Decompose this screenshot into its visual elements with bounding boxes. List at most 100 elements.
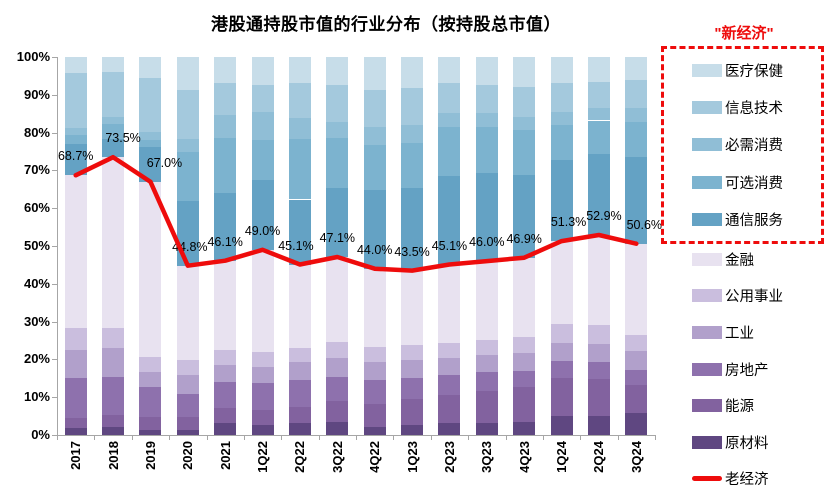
bar-segment-房地产-1Q23: [401, 378, 424, 400]
x-tick-mark: [655, 436, 656, 440]
line-data-label: 47.1%: [319, 230, 356, 245]
bar-segment-金融-2Q22: [288, 264, 311, 349]
bar-segment-通信服务-2021: [214, 193, 237, 261]
bar-segment-房地产-2017: [64, 378, 87, 419]
legend-color-swatch: [692, 101, 722, 115]
bar-segment-必需消费-3Q24: [625, 108, 648, 122]
legend-label: 工业: [725, 325, 754, 342]
bar-segment-公用事业-2020: [176, 360, 199, 376]
x-tick-mark: [393, 436, 395, 440]
x-tick-label: 2Q22: [292, 441, 308, 473]
bar-segment-通信服务-1Q22: [251, 179, 274, 250]
bar-segment-信息技术-1Q22: [251, 84, 274, 112]
bar-segment-金融-1Q22: [251, 249, 274, 352]
x-tick-mark: [468, 436, 470, 440]
bar-segment-必需消费-4Q22: [363, 126, 386, 146]
bar-segment-工业-1Q22: [251, 366, 274, 384]
legend-color-swatch: [692, 362, 722, 376]
bar-segment-医疗保健-3Q23: [475, 57, 498, 85]
bar-segment-公用事业-2Q22: [288, 348, 311, 362]
bar-segment-工业-2018: [102, 348, 125, 377]
bar-segment-能源-1Q24: [550, 378, 573, 417]
x-tick-mark: [318, 436, 320, 440]
bar-segment-原材料-2020: [176, 430, 199, 435]
x-tick-mark: [94, 436, 96, 440]
bar-segment-医疗保健-2Q22: [288, 57, 311, 84]
bar-segment-房地产-1Q22: [251, 383, 274, 411]
x-tick-mark: [243, 436, 245, 440]
bar-segment-房地产-3Q22: [326, 376, 349, 402]
y-tick-mark: [52, 170, 57, 172]
bar-segment-房地产-2Q24: [587, 362, 610, 379]
bar-segment-公用事业-2021: [214, 349, 237, 366]
bar-segment-通信服务-4Q22: [363, 190, 386, 269]
bar-segment-能源-1Q22: [251, 410, 274, 426]
bar-segment-医疗保健-3Q24: [625, 57, 648, 81]
bar-segment-能源-2019: [139, 416, 162, 431]
new-economy-caption: "新经济": [714, 25, 774, 42]
bar-segment-房地产-3Q24: [625, 369, 648, 385]
x-tick-label: 3Q23: [479, 441, 495, 473]
bar-segment-信息技术-4Q23: [513, 86, 536, 117]
bar-segment-公用事业-2018: [102, 328, 125, 349]
legend-item-房地产: 房地产: [661, 351, 824, 388]
y-tick-label: 90%: [23, 86, 50, 102]
bar-segment-信息技术-3Q22: [326, 84, 349, 122]
bar-segment-可选消费-2Q22: [288, 139, 311, 200]
line-data-label: 73.5%: [105, 131, 141, 146]
legend-label: 金融: [725, 252, 754, 269]
bar-segment-必需消费-2Q22: [288, 118, 311, 140]
line-data-label: 45.1%: [278, 238, 314, 253]
bar-segment-必需消费-1Q23: [401, 125, 424, 144]
legend-item-信息技术: 信息技术: [661, 89, 824, 126]
bar-segment-医疗保健-2Q23: [438, 57, 461, 84]
bar-segment-工业-4Q23: [513, 353, 536, 371]
bar-segment-公用事业-1Q24: [550, 324, 573, 344]
bar-segment-公用事业-3Q23: [475, 340, 498, 356]
bar-segment-能源-2Q23: [438, 394, 461, 424]
bar-segment-通信服务-3Q22: [326, 188, 349, 257]
bar-segment-工业-2020: [176, 375, 199, 394]
bar-segment-医疗保健-3Q22: [326, 57, 349, 85]
bar-segment-可选消费-4Q23: [513, 129, 536, 175]
bar-segment-房地产-2021: [214, 381, 237, 409]
bar-segment-金融-2017: [64, 175, 87, 329]
y-tick-label: 10%: [23, 389, 50, 405]
bar-segment-能源-2018: [102, 414, 125, 427]
legend-color-swatch: [692, 175, 722, 189]
y-tick-mark: [52, 397, 57, 399]
bar-segment-工业-2017: [64, 349, 87, 379]
bar-segment-必需消费-2020: [176, 139, 199, 153]
bar-segment-必需消费-3Q23: [475, 113, 498, 127]
bar-segment-信息技术-2Q24: [587, 81, 610, 108]
bar-segment-可选消费-3Q24: [625, 121, 648, 157]
legend-label: 原材料: [725, 435, 769, 452]
bar-segment-信息技术-2Q22: [288, 83, 311, 119]
bar-segment-工业-3Q23: [475, 355, 498, 372]
legend-label: 可选消费: [725, 175, 783, 192]
legend-label: 公用事业: [725, 289, 783, 306]
legend-item-能源: 能源: [661, 387, 824, 424]
bar-segment-原材料-2Q24: [587, 416, 610, 435]
bar-segment-医疗保健-2Q24: [587, 57, 610, 82]
bar-segment-必需消费-4Q23: [513, 116, 536, 130]
x-tick-label: 4Q22: [367, 441, 383, 473]
bar-segment-工业-3Q24: [625, 351, 648, 370]
bar-segment-信息技术-2020: [176, 89, 199, 139]
line-data-label: 67.0%: [146, 155, 183, 170]
bar-segment-信息技术-2017: [64, 73, 87, 129]
bar-segment-信息技术-2Q23: [438, 83, 461, 113]
bar-segment-信息技术-1Q24: [550, 83, 573, 112]
bar-segment-能源-2021: [214, 408, 237, 424]
y-tick-mark: [52, 208, 57, 210]
line-data-label: 50.6%: [626, 217, 663, 232]
bar-segment-公用事业-4Q22: [363, 346, 386, 362]
new-economy-legend-box: [661, 46, 824, 244]
y-tick-mark: [52, 435, 57, 436]
bar-segment-原材料-3Q24: [625, 413, 648, 435]
bar-segment-工业-3Q22: [326, 358, 349, 377]
bar-segment-必需消费-1Q22: [251, 111, 274, 141]
bar-segment-公用事业-2Q24: [587, 325, 610, 344]
legend-color-swatch: [692, 138, 722, 152]
legend-color-swatch: [692, 252, 722, 266]
